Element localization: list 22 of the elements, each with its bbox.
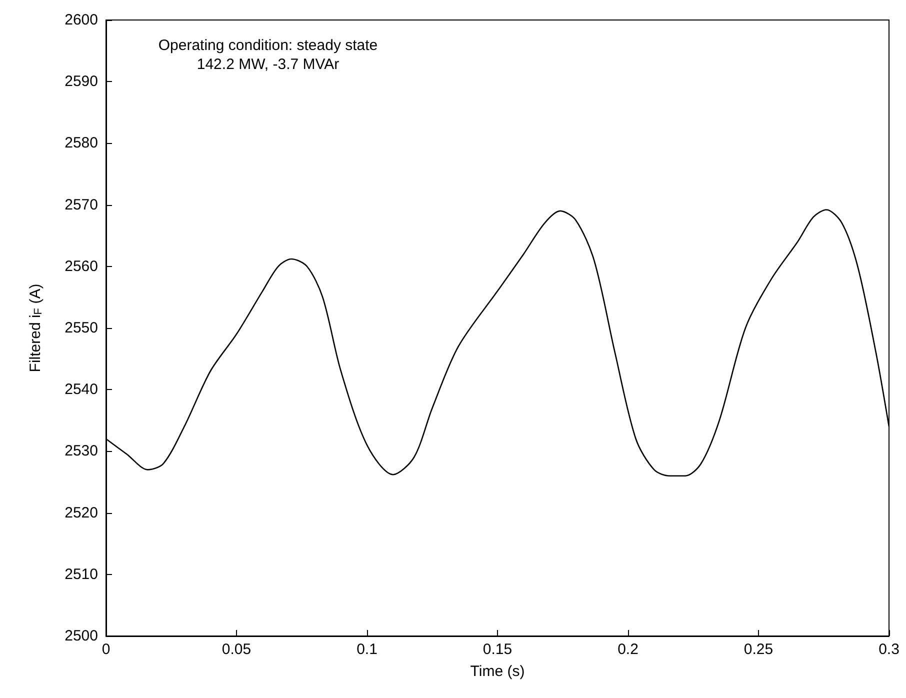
x-tick-label: 0.05: [222, 641, 252, 658]
y-tick-label: 2530: [64, 442, 98, 460]
y-tick-label: 2590: [64, 73, 98, 90]
x-axis-title: Time (s): [470, 663, 525, 680]
annotation: Operating condition: steady state: [158, 37, 378, 54]
y-tick-label: 2600: [64, 12, 98, 28]
x-tick-label: 0.3: [878, 641, 900, 658]
y-tick-label: 2520: [64, 504, 98, 522]
y-tick-label: 2500: [64, 628, 98, 644]
y-axis-title: Filtered iF (A): [27, 284, 44, 372]
x-tick-label: 0.15: [482, 641, 512, 658]
annotation: 142.2 MW, -3.7 MVAr: [196, 56, 340, 73]
y-tick-label: 2560: [64, 258, 98, 275]
x-tick-label: 0.2: [618, 641, 638, 658]
x-tick-label: 0.25: [744, 641, 774, 658]
y-tick-label: 2540: [64, 381, 98, 398]
y-tick-label: 2550: [64, 320, 98, 336]
x-tick-label: 0: [102, 641, 110, 658]
x-tick-label: 0.1: [356, 641, 378, 658]
y-tick-label: 2570: [64, 196, 98, 214]
y-tick-label: 2510: [64, 566, 98, 583]
y-tick-label: 2580: [64, 134, 98, 152]
